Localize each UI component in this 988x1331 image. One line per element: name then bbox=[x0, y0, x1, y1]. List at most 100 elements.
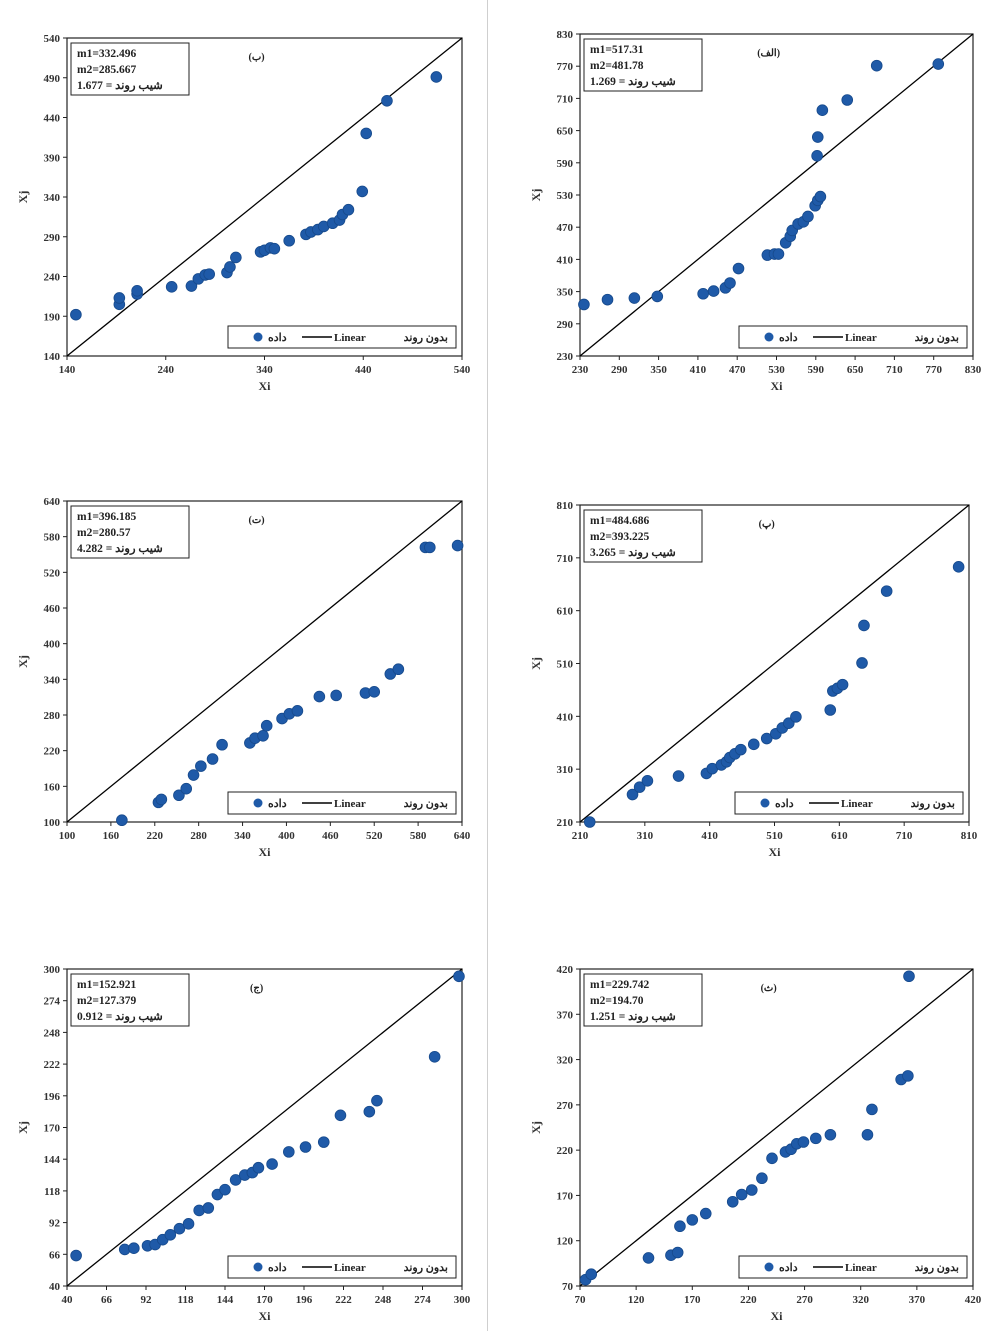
legend-point-marker bbox=[253, 332, 263, 342]
data-point bbox=[811, 150, 823, 162]
x-tick-label: 170 bbox=[684, 1294, 701, 1306]
legend-point-marker bbox=[253, 798, 263, 808]
data-point bbox=[260, 719, 273, 732]
x-axis-label: Xi bbox=[259, 379, 272, 393]
data-point bbox=[672, 770, 685, 782]
x-tick-label: 100 bbox=[59, 830, 76, 842]
data-point bbox=[633, 781, 646, 793]
x-tick-label: 440 bbox=[355, 364, 372, 376]
data-point bbox=[202, 1202, 215, 1214]
stats-line-1: m1=396.185 bbox=[77, 511, 137, 523]
data-point bbox=[187, 769, 200, 781]
data-point bbox=[772, 248, 785, 260]
data-point bbox=[131, 285, 143, 297]
legend-extra-label: بدون روند bbox=[915, 1262, 959, 1274]
data-point bbox=[299, 1141, 312, 1153]
data-point bbox=[583, 816, 596, 828]
x-tick-label: 270 bbox=[796, 1294, 813, 1306]
data-point bbox=[674, 1220, 686, 1233]
y-tick-label: 140 bbox=[44, 351, 61, 363]
data-point bbox=[870, 59, 883, 72]
data-point bbox=[371, 1094, 383, 1107]
y-tick-label: 290 bbox=[44, 232, 61, 244]
y-axis-label: Xj bbox=[529, 189, 543, 202]
data-point bbox=[601, 293, 614, 306]
legend-point-marker bbox=[764, 332, 774, 342]
data-point bbox=[671, 1246, 684, 1259]
legend-point-marker bbox=[760, 798, 770, 808]
x-axis-label: Xi bbox=[771, 379, 784, 393]
data-point bbox=[756, 1172, 768, 1185]
stats-line-3: شیب روند = 3.265 bbox=[590, 547, 676, 560]
data-point bbox=[578, 298, 590, 311]
y-tick-label: 460 bbox=[44, 603, 61, 615]
data-point bbox=[932, 58, 945, 70]
data-point bbox=[230, 251, 242, 264]
x-tick-label: 530 bbox=[768, 364, 785, 376]
scatter-panel-4: 210 310 410 510 610 710 810 210 310 410 510 610 710 8… bbox=[529, 500, 978, 859]
x-tick-label: 420 bbox=[965, 1294, 982, 1306]
panel-divider bbox=[487, 0, 488, 1331]
y-axis-label: Xj bbox=[16, 655, 30, 668]
data-point bbox=[952, 561, 965, 573]
data-point bbox=[651, 290, 664, 303]
scatter-panel-5: 40 66 92 118 144 170 196 222 248 274 300 40 66 92 118 1… bbox=[16, 964, 471, 1323]
x-tick-label: 640 bbox=[454, 830, 471, 842]
data-point bbox=[734, 743, 747, 756]
x-tick-label: 170 bbox=[256, 1294, 273, 1306]
legend-linear-label: Linear bbox=[845, 332, 877, 344]
x-tick-label: 140 bbox=[59, 364, 76, 376]
y-tick-label: 390 bbox=[44, 152, 61, 164]
panel-letter: (ت) bbox=[249, 515, 265, 526]
legend-linear-label: Linear bbox=[334, 1262, 366, 1274]
x-tick-label: 300 bbox=[454, 1294, 471, 1306]
x-tick-label: 650 bbox=[847, 364, 864, 376]
y-tick-label: 320 bbox=[557, 1055, 574, 1067]
data-point bbox=[745, 1184, 758, 1196]
panel-letter: (ج) bbox=[250, 983, 263, 994]
legend-box bbox=[227, 1255, 457, 1279]
data-point bbox=[858, 619, 870, 632]
linear-line bbox=[579, 504, 970, 823]
data-point bbox=[116, 814, 128, 827]
x-axis-label: Xi bbox=[769, 845, 782, 859]
y-tick-label: 340 bbox=[44, 192, 61, 204]
x-tick-label: 830 bbox=[965, 364, 982, 376]
data-point bbox=[70, 308, 82, 321]
y-tick-label: 170 bbox=[557, 1190, 574, 1202]
data-point bbox=[724, 277, 736, 289]
y-tick-label: 410 bbox=[557, 254, 574, 266]
data-point bbox=[628, 292, 641, 304]
stats-line-1: m1=332.496 bbox=[77, 48, 137, 60]
y-tick-label: 530 bbox=[557, 190, 574, 202]
data-point bbox=[903, 970, 915, 983]
y-tick-label: 144 bbox=[44, 1154, 61, 1166]
y-tick-label: 610 bbox=[557, 606, 574, 618]
x-tick-label: 410 bbox=[701, 830, 718, 842]
data-point bbox=[641, 774, 654, 787]
stats-line-1: m1=152.921 bbox=[77, 979, 137, 991]
data-point bbox=[257, 730, 269, 742]
data-point bbox=[381, 95, 393, 107]
data-point bbox=[206, 753, 219, 765]
x-tick-label: 520 bbox=[366, 830, 383, 842]
data-point bbox=[816, 104, 829, 117]
scatter-panel-3: 100 160 220 280 340 400 460 520 580 640 100 160 220 2… bbox=[16, 496, 471, 859]
y-tick-label: 70 bbox=[562, 1281, 574, 1293]
data-point bbox=[735, 1188, 748, 1201]
y-tick-label: 248 bbox=[44, 1027, 61, 1039]
data-point bbox=[173, 789, 185, 802]
data-point bbox=[811, 131, 824, 143]
data-point bbox=[363, 1105, 376, 1118]
y-tick-label: 490 bbox=[44, 73, 61, 85]
data-point bbox=[291, 705, 304, 717]
data-point bbox=[824, 704, 837, 716]
x-tick-label: 230 bbox=[572, 364, 589, 376]
data-point bbox=[697, 287, 709, 300]
x-tick-label: 118 bbox=[178, 1294, 194, 1306]
y-tick-label: 196 bbox=[44, 1091, 61, 1103]
data-point bbox=[368, 686, 381, 698]
legend-box bbox=[227, 791, 457, 815]
data-point bbox=[317, 1136, 330, 1148]
y-tick-label: 190 bbox=[44, 311, 61, 323]
